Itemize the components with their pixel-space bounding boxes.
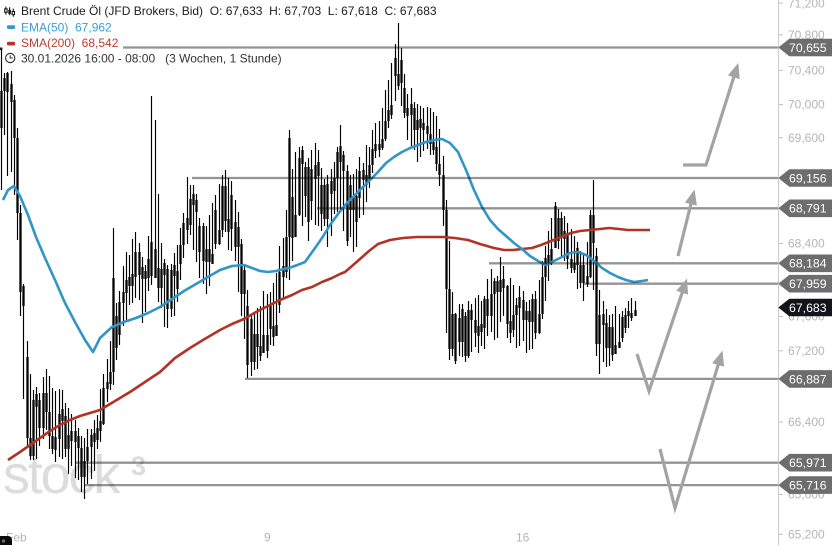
svg-text:66,887: 66,887 (789, 372, 827, 386)
svg-text:69,156: 69,156 (789, 171, 827, 185)
svg-text:70,800: 70,800 (788, 28, 825, 42)
svg-text:EMA(50) 67,962: EMA(50) 67,962 (21, 21, 112, 35)
svg-text:70,655: 70,655 (789, 41, 827, 55)
svg-text:70,400: 70,400 (788, 64, 825, 78)
svg-text:67,959: 67,959 (789, 277, 827, 291)
svg-text:70,000: 70,000 (788, 98, 825, 112)
svg-text:65,971: 65,971 (789, 456, 827, 470)
svg-text:Brent Crude Öl (JFD Brokers, B: Brent Crude Öl (JFD Brokers, Bid) O: 67,… (21, 4, 437, 18)
svg-text:68,791: 68,791 (789, 202, 827, 216)
svg-text:66,400: 66,400 (788, 415, 825, 429)
svg-text:68,184: 68,184 (789, 257, 827, 271)
svg-text:71,200: 71,200 (788, 0, 825, 10)
svg-text:69,600: 69,600 (788, 131, 825, 145)
svg-text:65,716: 65,716 (789, 479, 827, 493)
svg-text:16: 16 (516, 531, 530, 545)
svg-text:65,200: 65,200 (788, 528, 825, 542)
svg-text:67,200: 67,200 (788, 344, 825, 358)
svg-text:SMA(200) 68,542: SMA(200) 68,542 (21, 36, 119, 50)
svg-text:stock: stock (3, 445, 121, 505)
svg-text:67,683: 67,683 (789, 301, 827, 315)
svg-text:68,400: 68,400 (788, 237, 825, 251)
svg-text:30.01.2026 16:00 - 08:00 (3: 30.01.2026 16:00 - 08:00 (3 Wochen, 1 St… (21, 52, 282, 66)
svg-text:3: 3 (131, 451, 146, 481)
svg-text:9: 9 (264, 531, 271, 545)
